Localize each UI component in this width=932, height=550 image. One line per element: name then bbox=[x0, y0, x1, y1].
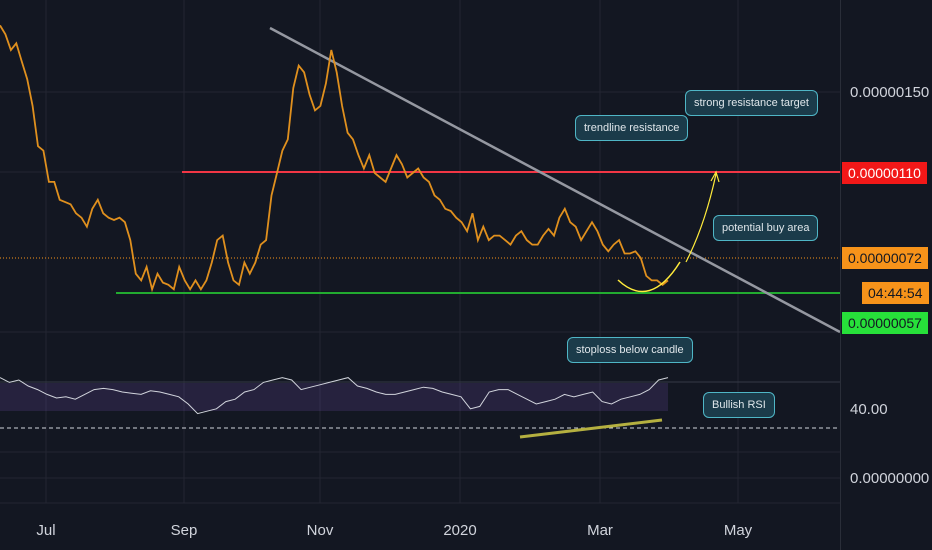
buy-area-curve bbox=[617, 261, 681, 293]
price-tick-label: 0.00000150 bbox=[850, 84, 929, 101]
red-level-badge: 0.00000110 bbox=[842, 162, 927, 184]
green-level-badge: 0.00000057 bbox=[842, 312, 928, 334]
x-tick-label: 2020 bbox=[443, 522, 476, 539]
rsi-series-line bbox=[0, 377, 669, 415]
countdown-badge: 04:44:54 bbox=[862, 282, 929, 304]
current-price-badge: 0.00000072 bbox=[842, 247, 928, 269]
buy-area-annotation: potential buy area bbox=[713, 215, 819, 241]
x-tick-label: Sep bbox=[171, 522, 198, 539]
trendline-annotation: trendline resistance bbox=[575, 115, 689, 141]
x-tick-label: May bbox=[724, 522, 753, 539]
rsi-annotation: Bullish RSI bbox=[703, 392, 775, 418]
target-arrow bbox=[685, 170, 720, 263]
rsi-axis-ticks: 40.00 0.00000000 bbox=[850, 401, 929, 487]
grid bbox=[0, 0, 840, 504]
axis-divider bbox=[840, 0, 841, 550]
target-annotation: strong resistance target bbox=[685, 90, 818, 116]
price-axis-ticks: 0.00000150 bbox=[850, 84, 929, 101]
rsi-trendline bbox=[519, 418, 663, 439]
stoploss-annotation: stoploss below candle bbox=[567, 337, 693, 363]
price-series-line bbox=[0, 24, 669, 293]
rsi-tick-label: 0.00000000 bbox=[850, 470, 929, 487]
trendline bbox=[269, 26, 841, 334]
x-axis-ticks: Jul Sep Nov 2020 Mar May bbox=[36, 522, 752, 539]
x-tick-label: Nov bbox=[307, 522, 334, 539]
x-tick-label: Mar bbox=[587, 522, 613, 539]
rsi-band bbox=[0, 383, 668, 411]
rsi-tick-label: 40.00 bbox=[850, 401, 888, 418]
x-tick-label: Jul bbox=[36, 522, 55, 539]
